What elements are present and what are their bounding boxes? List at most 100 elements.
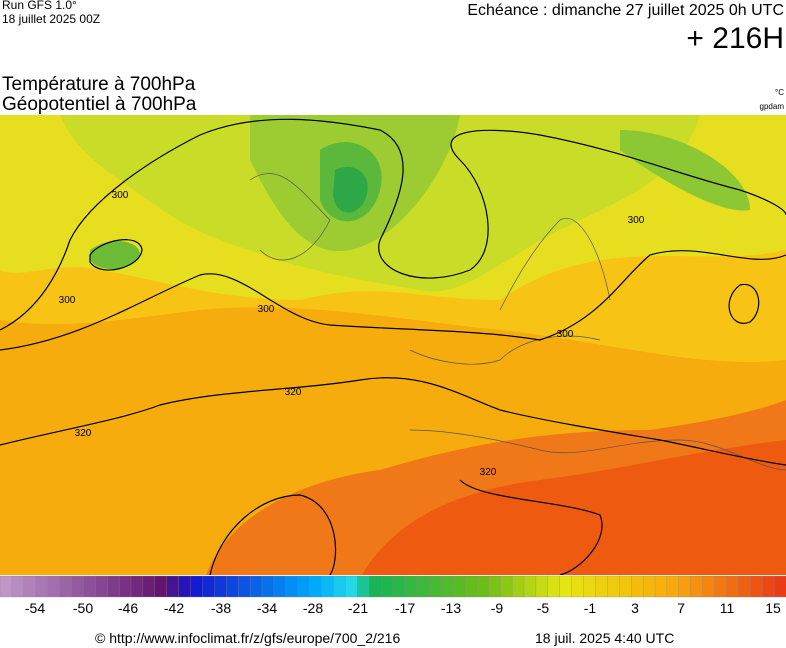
colorbar-cell	[476, 575, 489, 598]
colorbar-cell	[238, 575, 251, 598]
colorbar-cell	[345, 575, 358, 598]
colorbar-cell	[249, 575, 263, 598]
run: Run GFS 1.0°	[2, 0, 77, 12]
colorbar-cell	[535, 575, 549, 598]
colorbar-cell	[416, 575, 430, 598]
colorbar-cell	[380, 575, 394, 598]
colorbar-cell	[523, 575, 537, 598]
colorbar-label: -17	[395, 600, 415, 616]
colorbar-label: -54	[25, 600, 45, 616]
colorbar-cell	[11, 575, 25, 598]
title-temp: Température à 700hPa	[2, 74, 196, 95]
lead-time: + 216H	[686, 22, 784, 55]
colorbar-cell	[559, 575, 573, 598]
colorbar-cell	[511, 575, 525, 598]
colorbar-cell	[118, 575, 132, 598]
colorbar-cell	[571, 575, 584, 598]
colorbar-cell	[428, 575, 442, 598]
colorbar-cell	[595, 575, 608, 598]
colorbar-cell	[321, 575, 334, 598]
colorbar-cell	[273, 575, 287, 598]
colorbar-cell	[71, 575, 84, 598]
colorbar-label: -13	[441, 600, 461, 616]
colorbar-label: -9	[491, 600, 504, 616]
contour-label: 320	[285, 387, 302, 398]
colorbar-cell	[142, 575, 156, 598]
colorbar-cell	[107, 575, 120, 598]
colorbar-cell	[678, 575, 692, 598]
colorbar-cell	[297, 575, 311, 598]
colorbar-cell	[488, 575, 501, 598]
colorbar-cell	[190, 575, 203, 598]
colorbar-cell	[357, 575, 370, 598]
colorbar-label: 15	[765, 600, 781, 616]
colorbar-cell	[23, 575, 37, 598]
colorbar-label: 7	[677, 600, 685, 616]
colorbar-label: -34	[257, 600, 277, 616]
run-date: 18 juillet 2025 00Z	[2, 12, 100, 26]
colorbar-cell	[392, 575, 406, 598]
colorbar-label: -42	[164, 600, 184, 616]
contour-label: 300	[557, 329, 574, 340]
colorbar-cell	[762, 575, 775, 598]
colorbar-cell	[440, 575, 453, 598]
colorbar-label: 11	[720, 600, 735, 616]
unit-temp: °C	[775, 88, 784, 97]
colorbar-cell	[654, 575, 668, 598]
colorbar-cell	[130, 575, 144, 598]
colorbar-cell	[547, 575, 561, 598]
colorbar-cell	[583, 575, 596, 598]
colorbar-cell	[95, 575, 108, 598]
colorbar-cell	[333, 575, 346, 598]
title-geo: Géopotentiel à 700hPa	[2, 94, 197, 115]
colorbar-label: 3	[631, 600, 639, 616]
colorbar: -54 -50 -46 -42 -38 -34 -28 -21 -17 -13 -9 -5 -1 3 7 11…	[0, 575, 786, 616]
colorbar-cell	[59, 575, 72, 598]
colorbar-cell	[0, 575, 13, 598]
contour-label: 320	[480, 467, 497, 478]
colorbar-cell	[607, 575, 620, 598]
colorbar-cell	[261, 575, 275, 598]
colorbar-cell	[726, 575, 739, 598]
colorbar-cell	[714, 575, 727, 598]
colorbar-cell	[690, 575, 704, 598]
colorbar-cell	[214, 575, 227, 598]
colorbar-cell	[178, 575, 191, 598]
colorbar-cell	[642, 575, 656, 598]
colorbar-cell	[631, 575, 644, 598]
colorbar-cell	[750, 575, 763, 598]
colorbar-cell	[500, 575, 513, 598]
colorbar-cell	[666, 575, 680, 598]
colorbar-cell	[202, 575, 215, 598]
colorbar-label: -1	[584, 600, 597, 616]
colorbar-cell	[154, 575, 168, 598]
colorbar-cell	[285, 575, 299, 598]
colorbar-cell	[47, 575, 60, 598]
unit-geo: gpdam	[760, 102, 785, 111]
colorbar-cell	[83, 575, 96, 598]
contour-label: 300	[628, 215, 645, 226]
colorbar-label: -46	[118, 600, 138, 616]
colorbar-cell	[452, 575, 465, 598]
colorbar-cell	[166, 575, 180, 598]
contour-label: 300	[258, 304, 275, 315]
footer-source: © http://www.infoclimat.fr/z/gfs/europe/…	[95, 630, 400, 646]
contour-label: 300	[59, 295, 76, 306]
colorbar-cell	[369, 575, 382, 598]
colorbar-label: -5	[537, 600, 550, 616]
colorbar-cell	[702, 575, 715, 598]
colorbar-label: -38	[211, 600, 231, 616]
colorbar-cell	[309, 575, 322, 598]
contour-label: 320	[75, 428, 92, 439]
footer-date: 18 juil. 2025 4:40 UTC	[535, 630, 674, 646]
colorbar-label: -50	[73, 600, 93, 616]
colorbar-cell	[619, 575, 632, 598]
colorbar-cell	[773, 575, 786, 598]
map: 300 300 300 300 300 320 320 320	[0, 115, 786, 575]
colorbar-cell	[738, 575, 751, 598]
colorbar-label: -21	[348, 600, 368, 616]
colorbar-cell	[226, 575, 239, 598]
colorbar-cell	[464, 575, 477, 598]
colorbar-cell	[35, 575, 49, 598]
